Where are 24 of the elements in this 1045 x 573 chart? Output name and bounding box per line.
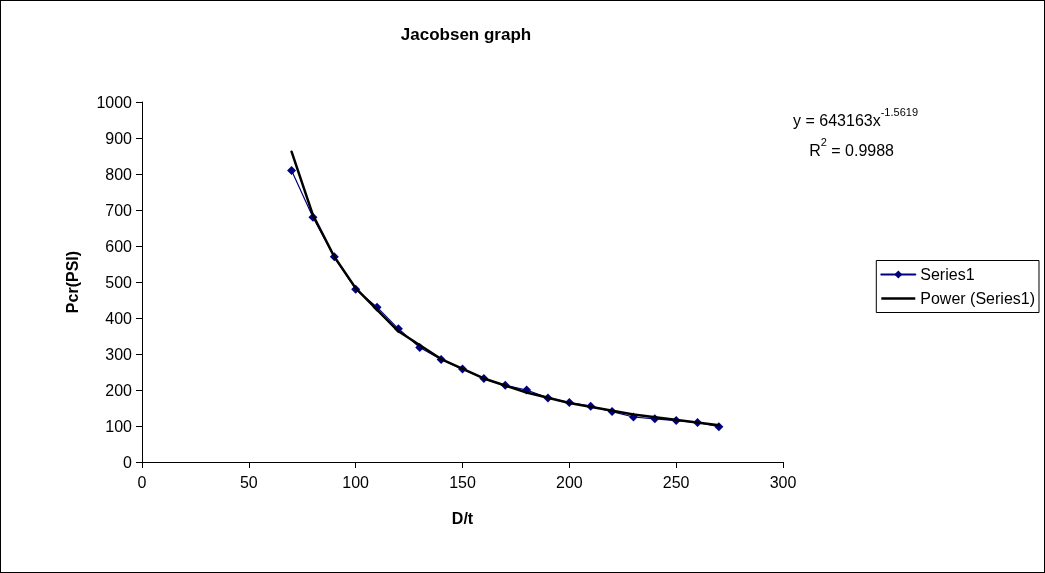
y-tick-label: 900 [105, 129, 133, 147]
y-tick-label: 500 [105, 273, 133, 291]
legend-label: Series1 [920, 266, 975, 283]
x-tick-label: 150 [449, 473, 476, 491]
point [287, 165, 297, 175]
x-tick-label: 100 [342, 473, 370, 491]
y-tick-label: 600 [105, 237, 133, 255]
y-tick-label: 800 [105, 165, 133, 183]
x-tick-label: 300 [769, 473, 797, 491]
chart-title: Jacobsen graph [400, 25, 532, 44]
y-axis-title: Pcr(PSI) [63, 250, 81, 314]
y-tick-label: 1000 [96, 93, 133, 111]
x-axis-title: D/t [451, 509, 474, 527]
y-tick-label: 200 [105, 381, 133, 399]
legend-label: Power (Series1) [920, 290, 1035, 307]
x-tick-label: 50 [239, 473, 258, 491]
x-tick-label: 250 [662, 473, 690, 491]
y-tick-label: 700 [105, 201, 133, 219]
x-tick-label: 0 [137, 473, 147, 491]
y-tick-label: 100 [105, 417, 133, 435]
y-tick-label: 400 [105, 309, 133, 327]
x-tick-label: 200 [555, 473, 583, 491]
y-tick-label: 0 [123, 453, 133, 471]
y-tick-label: 300 [105, 345, 133, 363]
